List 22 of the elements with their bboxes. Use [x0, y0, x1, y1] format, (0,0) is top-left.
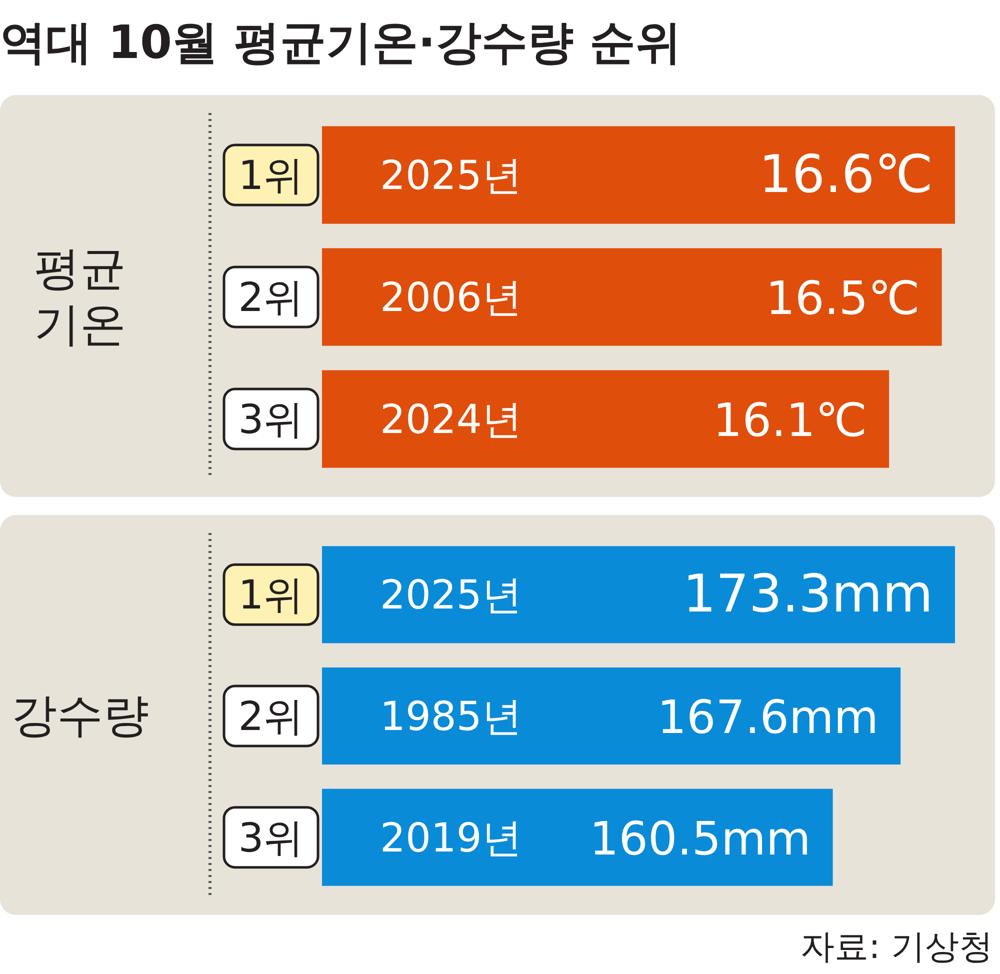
- data-label: 173.3mm: [682, 564, 933, 625]
- y-axis-title: 강수량: [11, 688, 149, 742]
- text: 2위: [238, 275, 304, 321]
- data-label: 160.5mm: [589, 811, 811, 866]
- category-label: 2025년: [380, 153, 522, 199]
- data-label: 16.1℃: [712, 393, 868, 447]
- text: 2위: [238, 694, 304, 740]
- data-label: 16.5℃: [766, 271, 920, 325]
- text: 1위: [238, 572, 304, 619]
- text: 1위: [238, 153, 304, 199]
- category-label: 2024년: [380, 397, 522, 443]
- category-label: 2006년: [380, 275, 522, 321]
- text: 3위: [238, 815, 304, 862]
- category-label: 1985년: [380, 694, 522, 740]
- text: 자료: 기상청: [800, 927, 993, 967]
- data-label: 16.6℃: [758, 145, 933, 205]
- y-axis-title: 평균 기온: [34, 241, 126, 351]
- category-label: 2025년: [380, 572, 522, 619]
- category-label: 2019년: [380, 815, 522, 862]
- chart-title: 역대 10월 평균기온·강수량 순위: [0, 15, 682, 69]
- text: 3위: [238, 397, 304, 443]
- data-label: 167.6mm: [657, 690, 879, 744]
